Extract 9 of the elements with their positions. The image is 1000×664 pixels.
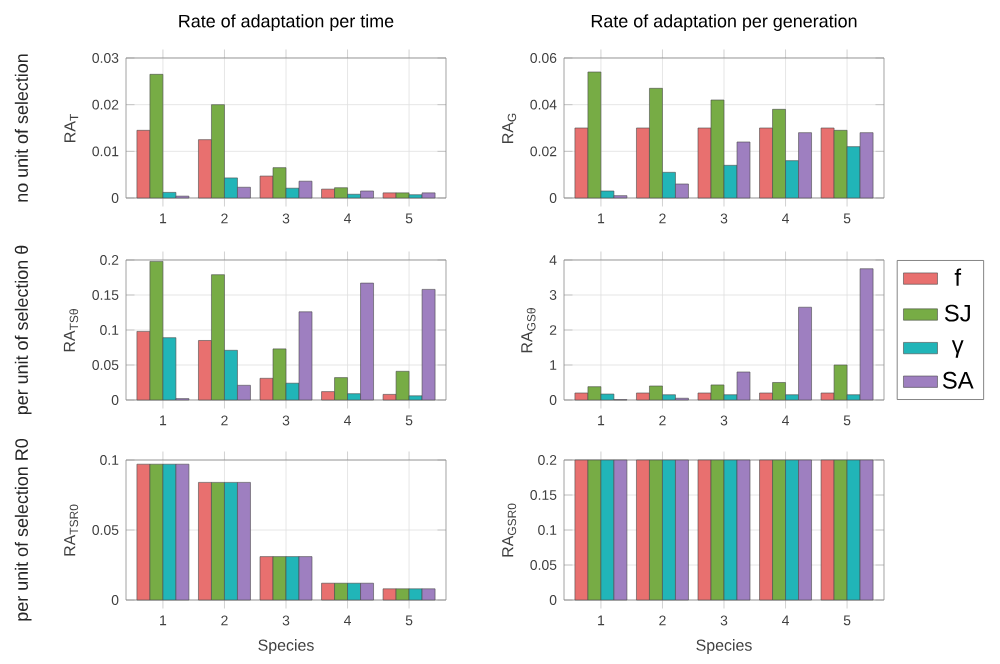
legend-label: SJ [944,304,970,322]
legend-label: γ [951,340,964,358]
text: per unit of selection θ [14,245,32,415]
legend-label: f [954,268,962,286]
chart-title: Rate of adaptation per time [179,14,394,31]
legend-label: SA [942,371,974,389]
chart-title: Rate of adaptation per generation [591,14,857,31]
text: no unit of selection [14,54,28,202]
text: per unit of selection R0 [14,439,32,621]
